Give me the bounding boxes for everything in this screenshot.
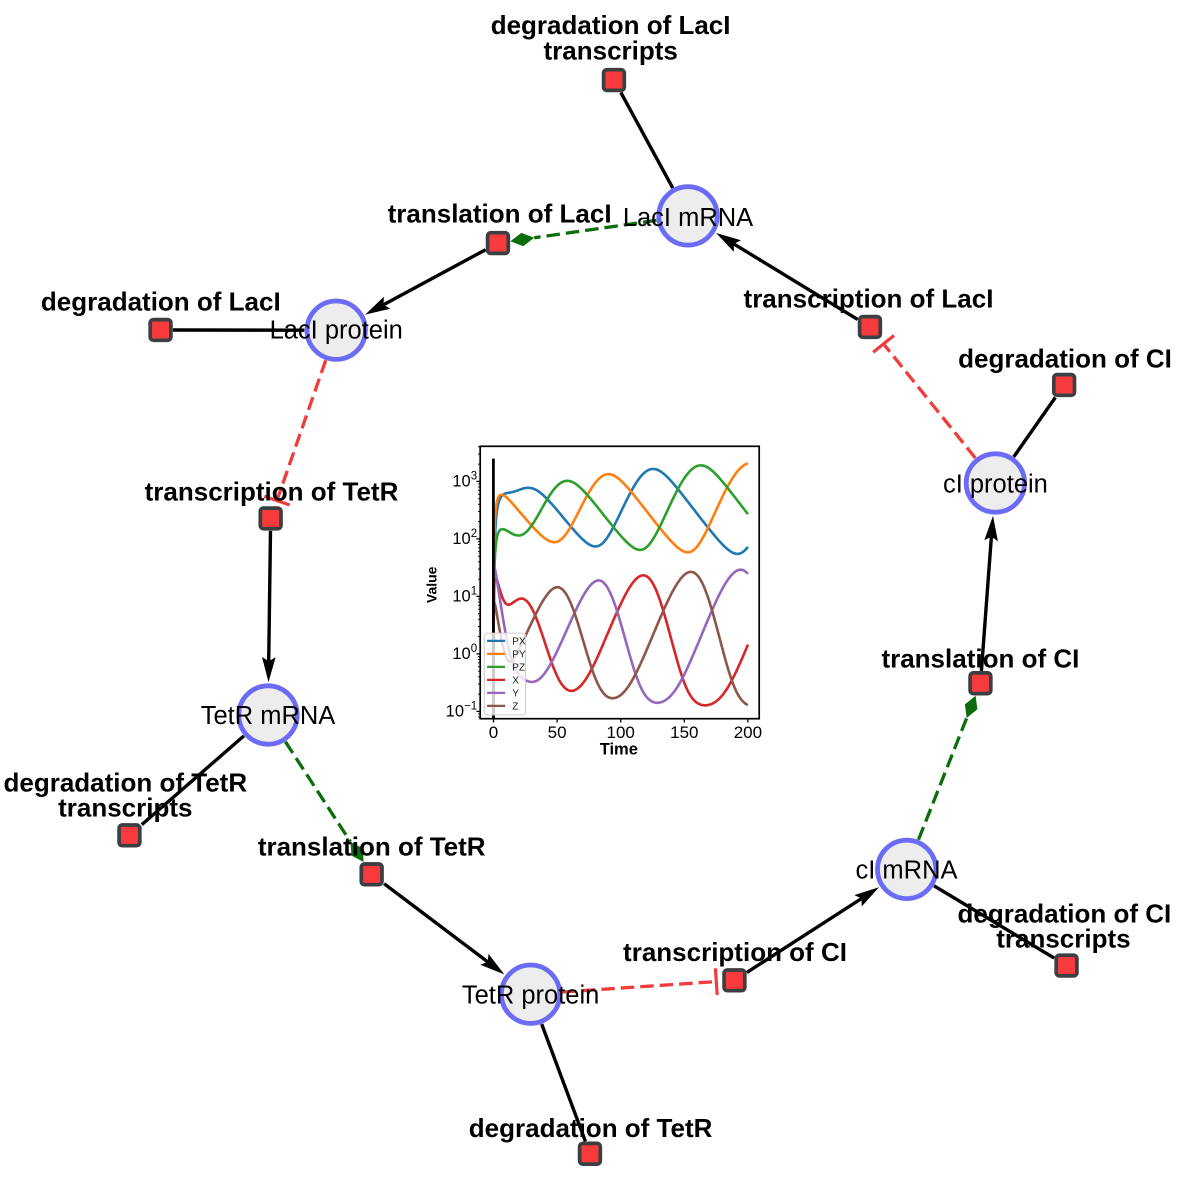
svg-text:Value: Value [423,566,439,603]
svg-text:Y: Y [512,688,519,699]
svg-text:TetR protein: TetR protein [462,982,600,1010]
svg-text:−1: −1 [464,700,477,712]
svg-text:degradation of LacI: degradation of LacI [491,10,731,40]
svg-text:200: 200 [734,723,762,742]
svg-text:transcription of CI: transcription of CI [623,937,847,967]
svg-text:PX: PX [512,636,526,647]
svg-text:2: 2 [471,528,477,540]
svg-text:transcription of LacI: transcription of LacI [744,283,994,313]
svg-text:PZ: PZ [512,662,525,673]
svg-text:0: 0 [471,643,477,655]
svg-text:X: X [512,675,519,686]
svg-text:0: 0 [489,723,498,742]
svg-text:degradation of LacI: degradation of LacI [41,286,281,316]
svg-text:degradation of TetR: degradation of TetR [469,1113,713,1143]
svg-text:LacI protein: LacI protein [270,317,403,345]
svg-text:Time: Time [600,740,638,758]
svg-text:translation of CI: translation of CI [881,643,1079,673]
svg-text:PY: PY [512,649,526,660]
svg-text:10: 10 [452,645,470,663]
svg-text:cI protein: cI protein [943,470,1048,498]
svg-text:LacI mRNA: LacI mRNA [623,204,753,232]
svg-text:100: 100 [607,723,635,742]
svg-text:50: 50 [548,723,567,742]
svg-text:10: 10 [452,530,470,548]
svg-text:cI mRNA: cI mRNA [856,857,958,885]
svg-text:translation of LacI: translation of LacI [388,198,612,228]
svg-text:transcripts: transcripts [996,924,1130,954]
svg-text:degradation of CI: degradation of CI [958,343,1172,373]
svg-text:10: 10 [452,587,470,605]
svg-text:3: 3 [471,470,477,482]
svg-text:transcripts: transcripts [58,793,192,823]
svg-text:10: 10 [446,702,464,720]
svg-text:degradation of CI: degradation of CI [958,898,1172,928]
svg-text:Z: Z [512,701,518,712]
svg-text:translation of TetR: translation of TetR [258,832,486,862]
svg-text:TetR mRNA: TetR mRNA [201,702,336,730]
svg-text:10: 10 [452,472,470,490]
svg-text:degradation of TetR: degradation of TetR [3,767,247,797]
svg-text:transcripts: transcripts [544,35,678,65]
svg-text:transcription of TetR: transcription of TetR [145,476,399,506]
svg-text:150: 150 [670,723,698,742]
svg-text:1: 1 [471,585,477,597]
